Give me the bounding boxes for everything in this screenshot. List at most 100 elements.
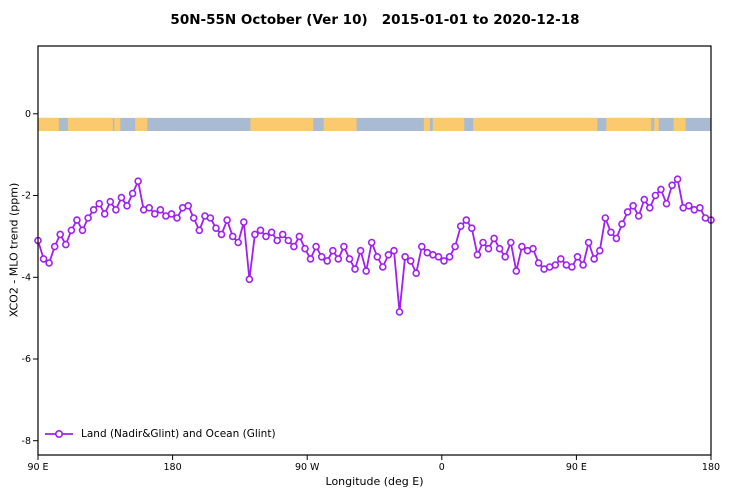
series-marker (39, 255, 48, 263)
series-marker (657, 185, 665, 194)
series-marker (573, 252, 582, 261)
y-tick-label: -2 (22, 191, 31, 202)
land-band-segment (423, 117, 430, 131)
series-marker (56, 230, 65, 239)
series-marker (245, 275, 254, 284)
series-marker (529, 244, 537, 253)
series-marker (317, 252, 326, 261)
land-band-segment (654, 117, 659, 131)
legend-label: Land (Nadir&Glint) and Ocean (Glint) (81, 428, 276, 440)
series-marker (134, 177, 142, 185)
land-band-segment (67, 117, 113, 131)
series-marker (668, 181, 676, 190)
series-marker (295, 232, 304, 241)
series-marker (445, 252, 454, 261)
series-marker (390, 246, 398, 255)
series-marker (506, 238, 515, 247)
y-axis-label: XCO2 - MLO trend (ppm) (7, 182, 21, 318)
series-marker (401, 252, 409, 261)
series-marker (351, 265, 359, 273)
series-marker (623, 208, 632, 216)
series-marker (156, 206, 165, 214)
chart-legend: Land (Nadir&Glint) and Ocean (Glint) (44, 428, 276, 440)
series-marker (534, 259, 543, 267)
series-marker (696, 204, 704, 212)
series-marker (184, 202, 192, 210)
series-marker (473, 251, 482, 259)
series-marker (456, 222, 465, 230)
chart-title: 50N-55N October (Ver 10) 2015-01-01 to 2… (170, 12, 580, 28)
series-marker (328, 246, 337, 255)
series-marker (45, 259, 53, 267)
series-marker (395, 308, 404, 316)
land-band-segment (135, 117, 148, 131)
series-marker (284, 236, 293, 245)
series-marker (173, 214, 181, 222)
series-marker (84, 214, 92, 222)
land-band-segment (606, 117, 652, 131)
land-band-segment (38, 117, 59, 131)
series-marker (373, 252, 382, 261)
series-marker (484, 244, 493, 253)
series-marker (112, 206, 120, 214)
series-marker (278, 230, 287, 239)
series-marker (223, 216, 231, 224)
series-marker (378, 263, 387, 271)
series-marker (367, 238, 376, 247)
series-marker (50, 242, 59, 251)
series-marker (595, 246, 604, 255)
series-marker (584, 238, 593, 247)
series-marker (234, 238, 242, 247)
series-marker (106, 197, 115, 206)
series-marker (612, 234, 621, 243)
series-marker (89, 206, 98, 214)
series-marker (645, 204, 654, 212)
y-tick-label: -8 (22, 436, 31, 447)
plot-border (37, 45, 712, 456)
series-marker (290, 242, 298, 251)
series-marker (189, 214, 198, 222)
series-marker (212, 224, 220, 232)
x-tick-label: 90 E (566, 462, 587, 473)
land-band-segment (673, 117, 686, 131)
series-marker (128, 189, 137, 198)
series-marker (301, 244, 309, 253)
series-marker (62, 240, 70, 249)
land-band-segment (473, 117, 598, 131)
series-marker (251, 230, 259, 239)
series-marker (345, 255, 354, 263)
series-marker (684, 202, 693, 210)
series-marker (590, 255, 599, 263)
series-marker (262, 232, 270, 241)
x-tick-label: 90 W (295, 462, 320, 473)
series-marker (273, 236, 282, 245)
series-marker (518, 242, 526, 251)
land-band-segment (114, 117, 121, 131)
series-marker (267, 228, 276, 237)
series-marker (306, 255, 315, 263)
series-marker (334, 255, 343, 263)
series-marker (145, 204, 153, 212)
series-marker (618, 220, 626, 228)
series-marker (362, 267, 371, 275)
series-marker (634, 212, 643, 220)
land-band-segment (250, 117, 314, 131)
series-marker (406, 257, 415, 265)
series-marker (312, 242, 320, 251)
series-marker (607, 228, 615, 237)
series-marker (240, 218, 248, 226)
series-marker (340, 242, 348, 251)
series-marker (78, 226, 87, 235)
series-marker (384, 251, 393, 259)
series-marker (73, 216, 81, 224)
series-marker (601, 214, 610, 222)
series-marker (100, 210, 109, 218)
series-marker (167, 210, 176, 218)
series-marker (512, 267, 521, 275)
series-marker (151, 210, 159, 218)
x-tick-label: 0 (439, 462, 445, 473)
y-tick-label: -4 (22, 273, 31, 284)
series-marker (462, 216, 471, 224)
land-band-segment (432, 117, 465, 131)
